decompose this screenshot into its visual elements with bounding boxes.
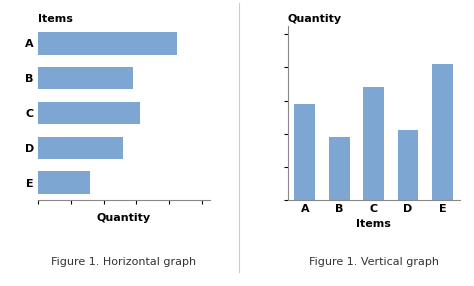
Bar bbox=[38, 171, 91, 194]
Bar bbox=[38, 102, 139, 124]
Bar bbox=[38, 136, 123, 159]
Bar bbox=[38, 32, 177, 55]
Text: Figure 1. Vertical graph: Figure 1. Vertical graph bbox=[309, 257, 438, 267]
Text: Items: Items bbox=[38, 13, 73, 23]
Bar bbox=[294, 104, 315, 200]
X-axis label: Quantity: Quantity bbox=[97, 213, 151, 223]
Text: Figure 1. Horizontal graph: Figure 1. Horizontal graph bbox=[52, 257, 197, 267]
Text: Quantity: Quantity bbox=[288, 13, 342, 23]
Bar bbox=[364, 87, 384, 200]
Bar bbox=[38, 67, 133, 90]
Bar bbox=[398, 130, 419, 200]
X-axis label: Items: Items bbox=[356, 219, 391, 229]
Bar bbox=[329, 137, 350, 200]
Bar bbox=[432, 64, 453, 200]
